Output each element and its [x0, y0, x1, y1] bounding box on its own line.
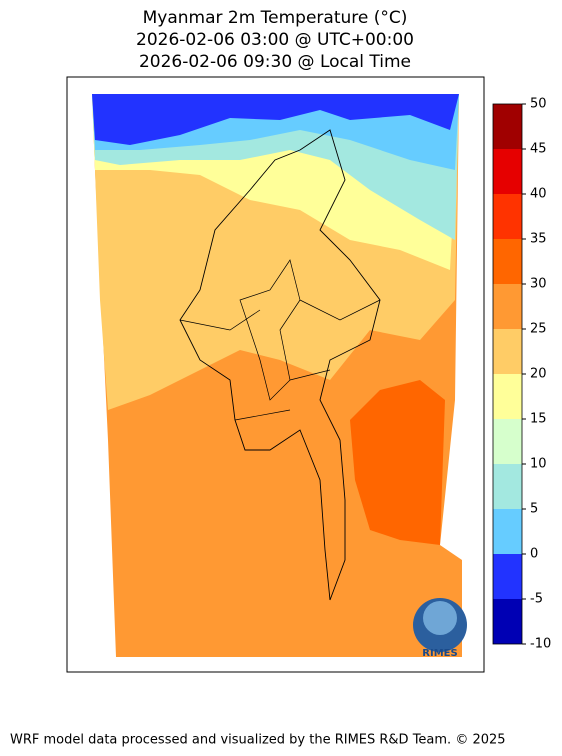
colorbar-segment — [493, 374, 522, 419]
colorbar-tick-label: 25 — [530, 322, 547, 337]
map-frame — [66, 76, 485, 673]
colorbar-segment — [493, 239, 522, 284]
colorbar-tick-label: -10 — [530, 637, 551, 652]
logo-text: RIMES — [422, 648, 457, 659]
colorbar-tick-label: 20 — [530, 367, 547, 382]
title: Myanmar 2m Temperature (°C) 2026-02-06 0… — [136, 8, 414, 72]
footer: WRF model data processed and visualized … — [10, 733, 506, 748]
colorbar-segment — [493, 509, 522, 554]
colorbar-segment — [493, 194, 522, 239]
colorbar-segment — [493, 464, 522, 509]
colorbar-tick-label: 10 — [530, 457, 547, 472]
colorbar-tick-label: 0 — [530, 547, 538, 562]
colorbar-tick-label: 45 — [530, 142, 547, 157]
title-line: Myanmar 2m Temperature (°C) — [143, 8, 408, 28]
title-line: 2026-02-06 03:00 @ UTC+00:00 — [136, 30, 414, 50]
colorbar-segment — [493, 419, 522, 464]
colorbar: -10 -5 0 5 10 15 20 25 30 35 40 45 50 — [492, 97, 551, 652]
colorbar-tick-label: -5 — [530, 592, 543, 607]
colorbar-segment — [493, 329, 522, 374]
colorbar-tick-label: 50 — [530, 97, 547, 112]
colorbar-segment — [493, 599, 522, 644]
map: RIMES — [92, 94, 467, 659]
colorbar-segment — [493, 104, 522, 149]
colorbar-tick-label: 40 — [530, 187, 547, 202]
colorbar-tick-label: 30 — [530, 277, 547, 292]
colorbar-tick-label: 15 — [530, 412, 547, 427]
colorbar-segment — [493, 554, 522, 599]
title-line: 2026-02-06 09:30 @ Local Time — [139, 52, 411, 72]
colorbar-segment — [493, 284, 522, 329]
colorbar-tick-label: 5 — [530, 502, 538, 517]
colorbar-tick-label: 35 — [530, 232, 547, 247]
colorbar-segment — [493, 149, 522, 194]
